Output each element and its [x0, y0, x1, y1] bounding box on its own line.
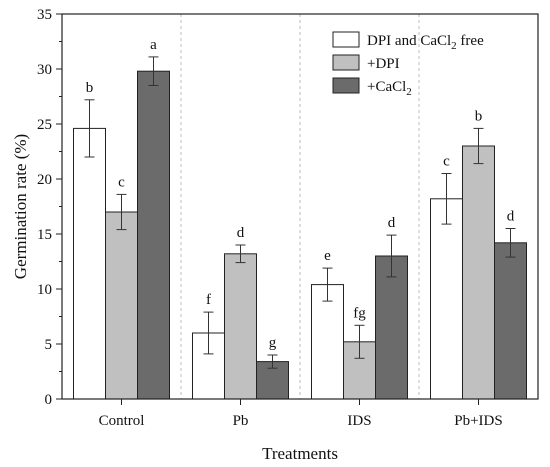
significance-letter: c [118, 174, 125, 190]
y-tick-label: 0 [45, 392, 53, 408]
y-axis-ticks: 0 5 10 15 20 25 30 35 [37, 7, 62, 408]
bar [73, 127, 106, 400]
legend-label: DPI and CaCl2 free [367, 33, 484, 52]
group-separators [180, 14, 420, 399]
bar [311, 284, 344, 400]
legend-swatch [332, 77, 360, 94]
significance-letter: b [86, 80, 94, 96]
bar [375, 255, 408, 400]
bar [224, 253, 257, 400]
y-tick-label: 20 [37, 172, 52, 188]
y-tick-label: 10 [37, 282, 52, 298]
x-tick-label: Control [99, 413, 145, 429]
x-axis-title: Treatments [262, 444, 338, 463]
bar-series [73, 70, 527, 400]
legend-label: +CaCl2 [367, 79, 412, 98]
x-tick-label: Pb+IDS [454, 413, 502, 429]
legend-label: +DPI [367, 56, 400, 72]
significance-letter: e [324, 248, 331, 264]
y-tick-label: 30 [37, 62, 52, 78]
y-tick-label: 5 [45, 337, 53, 353]
x-tick-label: Pb [233, 413, 249, 429]
significance-letter: a [150, 37, 157, 53]
legend-swatch [332, 31, 360, 48]
y-tick-label: 25 [37, 117, 52, 133]
significance-letter: b [475, 108, 483, 124]
significance-letter: fg [353, 305, 366, 321]
significance-letter: d [507, 209, 515, 225]
significance-letter: d [388, 215, 396, 231]
significance-letter: g [269, 335, 277, 351]
bar [430, 198, 463, 400]
legend-swatch [332, 54, 360, 71]
bar [105, 211, 138, 400]
bar [137, 70, 170, 400]
significance-letter: f [206, 292, 211, 308]
significance-letter: c [443, 154, 450, 170]
x-tick-label: IDS [347, 413, 371, 429]
bar [462, 145, 495, 400]
legend: DPI and CaCl2 free +DPI +CaCl2 [332, 31, 484, 98]
bar [494, 242, 527, 400]
significance-letters: b c a f d g e fg d c b d [86, 37, 515, 351]
y-tick-label: 15 [37, 227, 52, 243]
y-tick-label: 35 [37, 7, 52, 23]
error-bars [84, 56, 516, 369]
y-axis-title: Germination rate (%) [11, 134, 30, 279]
x-axis-ticks: Control Pb IDS Pb+IDS [99, 399, 503, 429]
significance-letter: d [237, 225, 245, 241]
